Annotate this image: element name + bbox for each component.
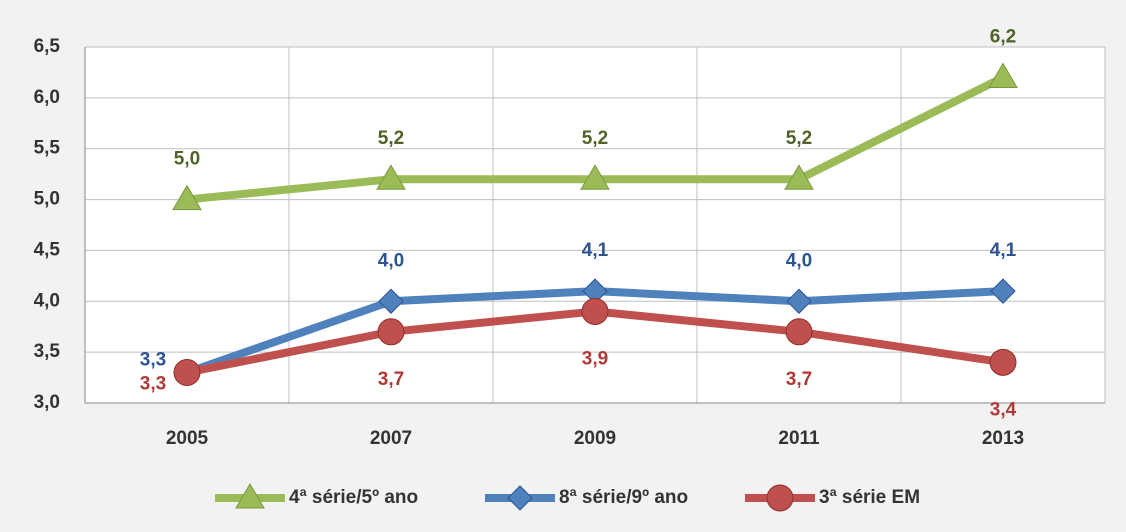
data-label: 4,0 (786, 250, 812, 271)
marker (784, 164, 814, 190)
data-label: 3,9 (582, 348, 608, 369)
data-label: 6,2 (990, 27, 1016, 48)
data-label: 4,1 (582, 240, 609, 261)
marker (990, 278, 1016, 304)
marker (378, 288, 404, 314)
marker (376, 164, 406, 190)
marker (377, 318, 405, 346)
marker (172, 184, 202, 211)
data-label: 3,3 (140, 350, 166, 371)
marker (989, 348, 1017, 376)
marker (581, 297, 609, 325)
data-label: 5,2 (786, 128, 812, 149)
y-tick-label: 4,0 (34, 290, 60, 311)
y-tick-label: 5,0 (34, 189, 60, 210)
y-tick-label: 6,5 (34, 36, 61, 57)
plot-area (85, 47, 1105, 403)
data-label: 5,2 (582, 128, 608, 149)
data-label: 3,4 (990, 399, 1017, 420)
marker (785, 318, 813, 346)
data-label: 3,3 (140, 374, 166, 395)
x-tick-label: 2005 (166, 428, 209, 449)
data-label: 3,7 (786, 369, 812, 390)
y-tick-label: 3,5 (34, 341, 61, 362)
data-label: 5,2 (378, 128, 404, 149)
x-tick-label: 2011 (778, 428, 820, 449)
legend-label: 4ª série/5º ano (289, 487, 418, 508)
marker (173, 358, 201, 386)
legend-label: 3ª série EM (819, 487, 920, 508)
y-tick-label: 4,5 (34, 239, 61, 260)
data-label: 4,0 (378, 250, 404, 271)
marker (988, 62, 1018, 89)
y-tick-label: 5,5 (34, 138, 61, 159)
x-tick-label: 2009 (574, 428, 616, 449)
legend-label: 8ª série/9º ano (559, 487, 688, 508)
marker (786, 288, 812, 314)
data-label: 3,7 (378, 369, 404, 390)
y-tick-label: 3,0 (34, 392, 60, 413)
legend-marker (235, 483, 265, 509)
marker (580, 164, 610, 190)
y-tick-label: 6,0 (34, 87, 60, 108)
data-label: 4,1 (990, 240, 1017, 261)
legend-marker (766, 484, 794, 512)
x-tick-label: 2007 (370, 428, 412, 449)
legend-marker (507, 485, 533, 511)
data-label: 5,0 (174, 149, 200, 170)
x-tick-label: 2013 (982, 428, 1024, 449)
